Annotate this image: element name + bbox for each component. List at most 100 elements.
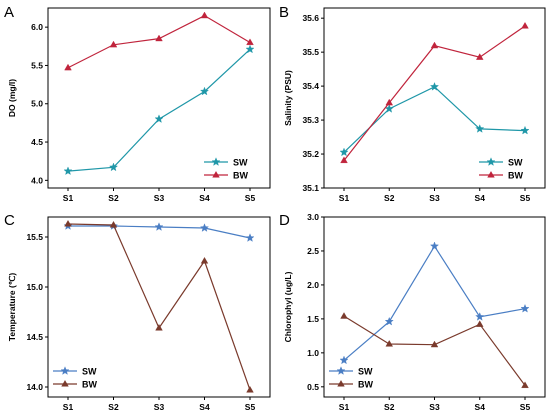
chart-panel-a: A 4.0 4.5 5.0 5.5 6.0 S1 S2 S3 S4 S5 DO (mg/l) SW BW	[4, 4, 271, 203]
legend: SW BW	[204, 157, 248, 181]
y-tick-label: 15.5	[26, 232, 43, 242]
x-tick-label: S2	[384, 402, 395, 412]
data-point	[154, 114, 164, 123]
data-point	[430, 340, 439, 348]
x-tick-label: S3	[429, 193, 440, 203]
y-tick-label: 14.0	[26, 382, 43, 392]
x-tick-label: S2	[108, 402, 119, 412]
y-tick-label: 1.5	[307, 314, 319, 324]
x-tick-label: S3	[429, 402, 440, 412]
data-point	[384, 316, 394, 326]
data-point	[246, 385, 254, 393]
data-point	[109, 220, 118, 228]
y-tick-label: 35.3	[302, 115, 319, 125]
legend-item-sw: SW	[53, 366, 97, 377]
data-point	[340, 312, 348, 319]
y-tick-label: 35.5	[302, 47, 319, 57]
series-line	[67, 14, 251, 69]
x-tick-label: S4	[199, 193, 210, 203]
legend-marker	[61, 379, 69, 387]
data-point	[63, 166, 73, 176]
data-point	[521, 21, 529, 29]
panel-label: D	[279, 212, 290, 229]
series-bw	[64, 219, 254, 393]
data-point	[64, 63, 72, 71]
data-point	[245, 44, 255, 54]
data-point	[199, 86, 210, 96]
data-point	[475, 53, 484, 60]
y-tick-label: 14.5	[26, 332, 43, 342]
legend-label: BW	[358, 380, 373, 390]
x-tick-label: S1	[339, 193, 350, 203]
y-tick-label: 35.6	[302, 13, 319, 23]
data-point	[200, 11, 209, 19]
series-sw	[63, 44, 255, 176]
y-tick-label: 6.0	[31, 22, 43, 32]
data-point	[200, 256, 209, 264]
legend-marker	[212, 170, 220, 178]
data-point	[64, 219, 72, 227]
y-tick-label: 4.5	[31, 137, 43, 147]
legend-item-bw: BW	[479, 171, 523, 181]
data-point	[109, 40, 118, 48]
y-tick-label: 35.4	[302, 81, 319, 91]
x-tick-label: S2	[384, 193, 395, 203]
y-axis-label: DO (mg/l)	[7, 79, 17, 117]
series-line	[67, 223, 251, 391]
legend-item-bw: BW	[329, 380, 373, 390]
y-tick-label: 5.5	[31, 60, 43, 70]
legend-item-bw: BW	[53, 380, 97, 390]
x-tick-label: S5	[245, 193, 256, 203]
legend-label: SW	[233, 158, 248, 168]
y-tick-label: 0.5	[307, 382, 319, 392]
data-point	[385, 98, 394, 106]
legend: SW BW	[479, 157, 523, 181]
data-point	[521, 381, 529, 388]
legend-item-bw: BW	[204, 171, 248, 181]
y-tick-label: 3.0	[307, 212, 319, 222]
series-bw	[64, 11, 254, 71]
data-point	[339, 355, 349, 365]
data-point	[245, 233, 255, 242]
legend-label: BW	[508, 171, 523, 181]
x-tick-label: S3	[154, 193, 165, 203]
x-tick-label: S1	[339, 402, 350, 412]
legend-label: BW	[82, 380, 97, 390]
series-bw	[340, 21, 529, 164]
x-tick-label: S4	[475, 193, 486, 203]
panel-label: C	[4, 212, 15, 229]
legend-marker	[337, 379, 345, 387]
data-point	[430, 41, 439, 49]
legend-item-sw: SW	[479, 157, 523, 168]
series-line	[67, 48, 251, 172]
data-point	[155, 323, 163, 331]
x-tick-label: S1	[63, 402, 74, 412]
legend-marker	[211, 157, 221, 166]
data-point	[155, 34, 163, 42]
chart-panel-b: B 35.1 35.2 35.3 35.4 35.5 35.6 S1 S2 S3 S4 S5 Salin…	[279, 4, 546, 203]
data-point	[108, 162, 119, 172]
x-tick-label: S1	[63, 193, 74, 203]
legend-label: BW	[233, 171, 248, 181]
y-axis-label: Temperature (℃)	[7, 273, 17, 342]
x-tick-label: S3	[154, 402, 165, 412]
panel-label: A	[4, 4, 14, 21]
legend-label: SW	[508, 158, 523, 168]
data-point	[475, 312, 485, 321]
y-tick-label: 2.0	[307, 280, 319, 290]
legend-marker	[60, 366, 70, 375]
data-point	[385, 340, 394, 347]
legend-label: SW	[358, 367, 373, 377]
series-line	[343, 86, 526, 153]
data-point	[339, 147, 349, 157]
legend-item-sw: SW	[329, 366, 373, 377]
data-point	[246, 38, 254, 46]
y-axis-label: Chlorophyl (ug/L)	[283, 271, 293, 342]
data-point	[475, 320, 484, 327]
y-axis-label: Salinity (PSU)	[283, 70, 293, 126]
legend-marker	[486, 157, 496, 166]
panel-label: B	[279, 4, 289, 21]
data-point	[475, 124, 485, 133]
series-sw	[339, 82, 530, 157]
